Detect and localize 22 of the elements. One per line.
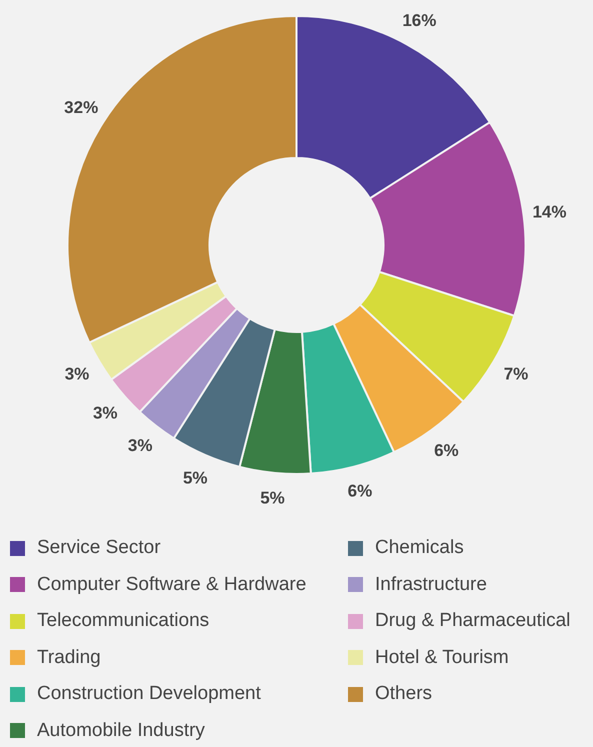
legend-label: Chemicals [375,537,464,560]
data-label: 3% [64,364,90,384]
legend-label: Infrastructure [375,574,487,596]
data-label: 32% [64,98,98,118]
legend-label: Computer Software & Hardware [37,574,306,596]
data-label: 5% [182,468,208,488]
data-label: 3% [92,403,118,422]
legend-label: Drug & Pharmaceutical [375,610,570,632]
legend-label: Service Sector [37,537,161,560]
data-label: 16% [402,11,436,30]
legend-label: Hotel & Tourism [375,646,509,669]
data-label: 6% [348,482,372,501]
legend-label: Construction Development [37,683,261,706]
data-label: 5% [260,488,285,508]
legend-label: Telecommunications [37,610,210,632]
data-label: 3% [128,436,152,456]
data-label: 6% [434,440,459,460]
legend-label: Others [375,683,432,706]
legend-label: Trading [37,646,101,669]
legend-label: Automobile Industry [37,720,205,742]
data-label: 14% [532,202,567,222]
data-label: 7% [504,364,528,384]
